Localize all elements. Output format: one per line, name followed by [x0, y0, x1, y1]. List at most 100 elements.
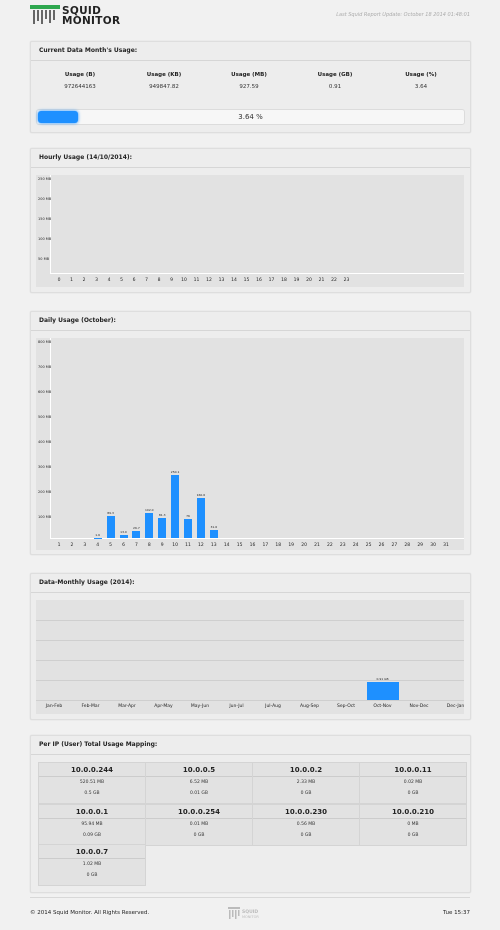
x-tick-label: 20: [301, 543, 307, 548]
ip-card: 10.0.0.210 0 MB 0 GB: [359, 804, 467, 846]
y-axis: [50, 175, 51, 273]
x-tick-label: 21: [318, 278, 325, 283]
hourly-usage-panel: Hourly Usage (14/10/2014): 250 MB 200 MB…: [30, 148, 471, 293]
y-tick: 50 MB: [38, 257, 49, 261]
ip-usage-gb: 0 GB: [407, 791, 419, 796]
ip-mapping-title: Per IP (User) Total Usage Mapping:: [39, 741, 158, 748]
usage-mb: Usage (MB) 927.59: [209, 72, 289, 90]
ip-card: 10.0.0.11 0.02 MB 0 GB: [359, 762, 467, 804]
x-tick-label: Jul-Aug: [265, 704, 281, 709]
divider: [39, 818, 145, 819]
y-tick: 600 MB: [38, 390, 52, 394]
daily-bar: [196, 497, 205, 538]
daily-bar: [106, 515, 115, 538]
x-tick-label: 23: [339, 543, 346, 548]
daily-bar: [145, 512, 154, 538]
usage-progress-fill: [38, 111, 78, 123]
ip-usage-gb: 0.09 GB: [82, 833, 102, 838]
current-month-title: Current Data Month's Usage:: [39, 47, 138, 54]
x-tick-label: 27: [391, 543, 398, 548]
monthly-usage-title: Data-Monthly Usage (2014):: [39, 579, 135, 586]
x-tick-label: 3: [95, 278, 98, 283]
divider: [39, 776, 145, 777]
current-month-panel: Current Data Month's Usage: Usage (B) 97…: [30, 41, 471, 133]
x-tick-label: 6: [132, 278, 136, 283]
divider: [31, 754, 470, 755]
daily-bar-label: 1.6: [95, 532, 101, 537]
gridline: [36, 640, 464, 641]
ip-usage-mb: 0.56 MB: [296, 822, 316, 827]
ip-usage-mb: 6.52 MB: [189, 780, 209, 785]
daily-usage-title: Daily Usage (October):: [39, 317, 116, 324]
x-tick-label: 8: [147, 543, 151, 548]
x-tick-label: 12: [198, 543, 204, 548]
usage-kb-value: 949847.82: [149, 84, 179, 90]
x-tick-label: 11: [185, 543, 191, 548]
x-tick-label: Aug-Sep: [300, 704, 319, 709]
x-tick-label: 31: [443, 543, 449, 548]
ip-address: 10.0.0.7: [75, 848, 109, 856]
ip-usage-mb: 520.51 MB: [79, 780, 105, 785]
ip-usage-mb: 1.02 MB: [82, 862, 102, 867]
x-tick-label: 5: [109, 543, 113, 548]
x-tick-label: 7: [145, 278, 148, 283]
daily-bar-label: 76: [186, 514, 190, 518]
ip-address: 10.0.0.254: [177, 808, 221, 816]
footer-logo: SQUID MONITOR: [228, 906, 268, 925]
ip-usage-gb: 0 GB: [407, 833, 419, 838]
usage-progress-bar: 3.64 %: [36, 109, 465, 125]
x-tick-label: 19: [288, 543, 295, 548]
usage-percent-value: 3.64: [414, 84, 428, 90]
usage-kb-label: Usage (KB): [146, 72, 182, 78]
ip-card: 10.0.0.1 95.94 MB 0.09 GB: [38, 804, 146, 846]
usage-kb: Usage (KB) 949847.82: [124, 72, 204, 90]
usage-percent-label: Usage (%): [405, 72, 437, 78]
logo-line1: SQUID: [62, 5, 102, 17]
usage-mb-value: 927.59: [239, 84, 259, 90]
y-tick: 800 MB: [38, 340, 52, 344]
gridline: [36, 660, 464, 661]
x-tick-label: 16: [256, 278, 262, 283]
x-tick-label: 15: [243, 278, 250, 283]
footer-divider: [30, 897, 470, 898]
hourly-usage-title: Hourly Usage (14/10/2014):: [39, 154, 133, 161]
x-tick-label: 0: [57, 278, 61, 283]
usage-mb-label: Usage (MB): [231, 72, 267, 78]
x-tick-label: Oct-Nov: [373, 704, 392, 709]
x-tick-label: 1: [70, 278, 73, 283]
daily-bar-label: 102.0: [145, 507, 154, 512]
divider: [31, 330, 470, 331]
divider: [31, 592, 470, 593]
logo-text: SQUID MONITOR: [62, 5, 120, 27]
daily-bar: [184, 519, 192, 538]
x-tick-label: 22: [327, 543, 333, 548]
x-tick-label: 15: [236, 543, 243, 548]
x-tick-label: 18: [281, 278, 287, 283]
monthly-chart: Jan-Feb Feb-Mar Mar-Apr Apr-May May-Jun Jun-J…: [36, 600, 464, 714]
divider: [360, 776, 466, 777]
x-tick-label: 4: [96, 543, 100, 548]
y-tick: 200 MB: [38, 490, 52, 494]
usage-bytes-value: 972644163: [64, 84, 96, 90]
x-tick-label: 13: [210, 543, 217, 548]
daily-bar-label: 31.6: [210, 525, 218, 530]
x-tick-label: 17: [262, 543, 269, 548]
x-tick-label: 14: [231, 278, 237, 283]
usage-progress-label: 3.64 %: [238, 113, 263, 121]
ip-usage-gb: 0 GB: [86, 873, 98, 878]
x-tick-label: May-Jun: [190, 704, 210, 709]
x-tick-label: 20: [306, 278, 312, 283]
ip-usage-gb: 0.01 GB: [189, 791, 209, 796]
usage-bytes-label: Usage (B): [64, 72, 96, 78]
x-tick-label: 30: [430, 543, 436, 548]
ip-card: 10.0.0.7 1.02 MB 0 GB: [38, 844, 146, 886]
usage-gb-value: 0.91: [328, 84, 342, 90]
ip-address: 10.0.0.5: [182, 766, 216, 774]
ip-usage-gb: 0 GB: [193, 833, 205, 838]
x-tick-label: Jun-Jul: [229, 704, 244, 709]
x-tick-label: 23: [343, 278, 350, 283]
ip-address: 10.0.0.230: [284, 808, 328, 816]
ip-address: 10.0.0.2: [289, 766, 323, 774]
y-tick: 100 MB: [38, 237, 52, 241]
x-tick-label: 8: [157, 278, 161, 283]
